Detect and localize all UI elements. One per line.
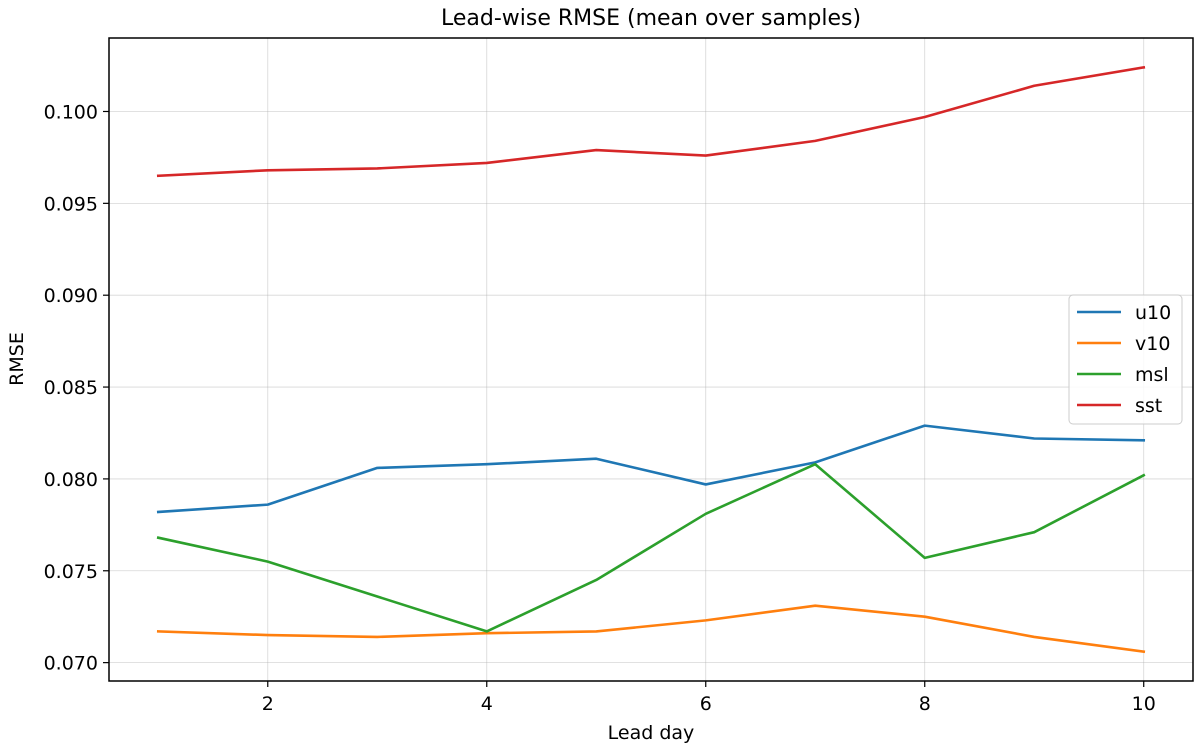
y-tick-label: 0.095 [44,193,98,215]
series-line-u10 [156,424,1146,514]
x-tick-label: 6 [700,693,712,715]
series-line-msl [156,462,1146,633]
legend-label-msl: msl [1135,364,1169,386]
y-tick-label: 0.070 [44,653,98,675]
x-tick-label: 4 [481,693,493,715]
legend-box [1068,294,1183,425]
y-axis-label: RMSE [6,332,28,386]
legend-label-v10: v10 [1135,333,1170,355]
series-lines [156,65,1146,654]
x-axis-label: Lead day [608,722,695,744]
grid [109,38,1193,681]
x-tick-label: 10 [1132,693,1156,715]
y-tick-label: 0.085 [44,377,98,399]
x-tick-label: 8 [919,693,931,715]
legend-label-sst: sst [1135,395,1162,417]
axis-ticks: 2 4 6 8 10 0.070 0.075 0.080 0.085 0.090 0.095 0.10… [44,101,1156,715]
legend: u10 v10 msl sst [1068,294,1183,425]
y-tick-label: 0.075 [44,561,98,583]
legend-label-u10: u10 [1135,302,1171,324]
series-line-v10 [156,604,1146,654]
chart-title: Lead-wise RMSE (mean over samples) [441,6,861,31]
plot-frame [108,37,1194,682]
y-tick-label: 0.100 [44,101,98,123]
y-tick-label: 0.080 [44,469,98,491]
y-tick-label: 0.090 [44,285,98,307]
x-tick-label: 2 [262,693,274,715]
series-line-sst [156,65,1146,178]
